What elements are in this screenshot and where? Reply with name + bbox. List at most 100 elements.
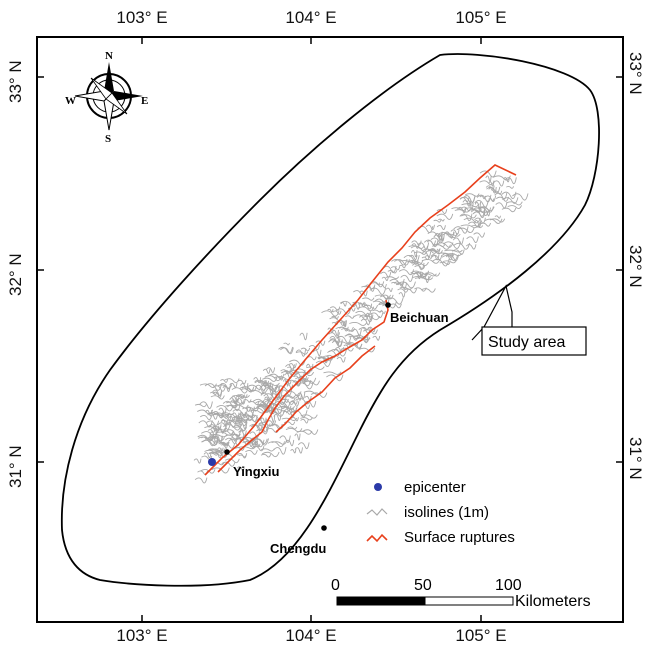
isoline-segment xyxy=(385,287,393,292)
isoline-segment xyxy=(287,366,295,370)
isoline-segment xyxy=(410,270,430,278)
isoline-segment xyxy=(391,259,408,266)
isoline-segment xyxy=(238,446,257,450)
isoline-segment xyxy=(283,342,290,346)
isoline-segment xyxy=(212,391,223,398)
isoline-segment xyxy=(299,332,308,341)
isoline-segment xyxy=(234,419,248,427)
isoline-segment xyxy=(453,242,470,250)
isoline-segment xyxy=(474,219,482,228)
isoline-segment xyxy=(206,420,220,426)
isoline-segment xyxy=(462,199,472,207)
isoline-segment xyxy=(336,335,352,344)
isoline-segment xyxy=(300,417,313,421)
isoline-segment xyxy=(362,297,375,301)
isoline-segment xyxy=(208,448,223,452)
isoline-segment xyxy=(219,383,232,390)
legend-isolines-symbol xyxy=(366,508,388,516)
isoline-segment xyxy=(220,441,230,447)
isoline-segment xyxy=(198,420,213,428)
isoline-segment xyxy=(398,292,406,298)
isoline-segment xyxy=(506,201,523,206)
isoline-segment xyxy=(285,439,295,447)
isoline-segment xyxy=(436,213,454,220)
isoline-segment xyxy=(262,382,280,387)
isoline-segment xyxy=(328,332,340,338)
legend-epicenter-label: epicenter xyxy=(404,479,466,496)
isoline-segment xyxy=(194,403,207,408)
isoline-segment xyxy=(410,250,418,258)
isoline-segment xyxy=(484,195,497,203)
isoline-segment xyxy=(479,206,494,213)
isoline-segment xyxy=(336,356,346,363)
isoline-segment xyxy=(431,254,443,261)
isoline-segment xyxy=(431,258,450,267)
isoline-segment xyxy=(398,269,415,276)
isoline-segment xyxy=(256,403,267,407)
isoline-segment xyxy=(246,406,255,414)
isoline-segment xyxy=(462,195,476,203)
isoline-segment xyxy=(210,391,218,396)
isoline-segment xyxy=(210,395,225,400)
isoline-segment xyxy=(398,264,406,269)
isoline-segment xyxy=(460,206,472,212)
isoline-segment xyxy=(385,276,400,280)
isoline-segment xyxy=(345,343,363,349)
scale-tick-0: 0 xyxy=(331,577,340,594)
isoline-segment xyxy=(270,393,281,401)
isoline-segment xyxy=(335,308,352,315)
isoline-segment xyxy=(450,229,460,235)
isoline-segment xyxy=(486,186,501,194)
isoline-segment xyxy=(315,340,326,346)
isoline-segment xyxy=(379,295,389,300)
isoline-segment xyxy=(266,387,274,395)
isoline-segment xyxy=(466,236,479,243)
isoline-segment xyxy=(201,439,219,446)
top-label-105e: 105° E xyxy=(455,8,507,27)
isoline-segment xyxy=(248,401,260,406)
isoline-segment xyxy=(296,430,313,435)
isoline-segment xyxy=(280,347,294,355)
isoline-segment xyxy=(300,414,318,419)
isoline-segment xyxy=(199,401,213,409)
isoline-segment xyxy=(221,430,235,435)
isoline-segment xyxy=(207,412,219,420)
isoline-segment xyxy=(244,440,254,448)
isoline-segment xyxy=(297,392,306,400)
isoline-segment xyxy=(372,309,383,313)
isoline-segment xyxy=(435,242,454,248)
isoline-segment xyxy=(459,213,473,222)
isoline-segment xyxy=(504,177,517,185)
scale-unit: Kilometers xyxy=(515,593,591,610)
isoline-segment xyxy=(409,254,418,261)
scale-tick-50: 50 xyxy=(414,577,432,594)
isoline-segment xyxy=(335,326,354,332)
isoline-segment xyxy=(501,191,517,200)
isoline-segment xyxy=(421,251,432,258)
isoline-segment xyxy=(232,425,247,432)
isoline-segment xyxy=(264,375,283,382)
right-label-32n: 32° N xyxy=(626,245,645,288)
isoline-segment xyxy=(381,276,389,281)
isoline-segment xyxy=(220,419,228,427)
isoline-segment xyxy=(245,449,258,455)
isoline-segment xyxy=(467,202,474,210)
isoline-segment xyxy=(216,405,234,412)
isoline-segment xyxy=(391,281,401,286)
isoline-segment xyxy=(288,363,297,369)
isoline-segment xyxy=(224,378,240,384)
isoline-segment xyxy=(442,253,455,257)
top-label-104e: 104° E xyxy=(285,8,337,27)
isoline-segment xyxy=(494,192,508,200)
isoline-segment xyxy=(220,379,229,383)
isoline-segment xyxy=(349,322,368,326)
isoline-segment xyxy=(248,390,268,395)
isoline-segment xyxy=(315,360,332,367)
isoline-segment xyxy=(280,398,295,405)
isoline-segment xyxy=(250,440,259,446)
isoline-segment xyxy=(495,196,509,202)
isoline-segment xyxy=(323,371,342,375)
isoline-segment xyxy=(347,307,356,312)
rupture-beichuan-south xyxy=(217,299,389,473)
study-area-label: Study area xyxy=(488,334,565,351)
